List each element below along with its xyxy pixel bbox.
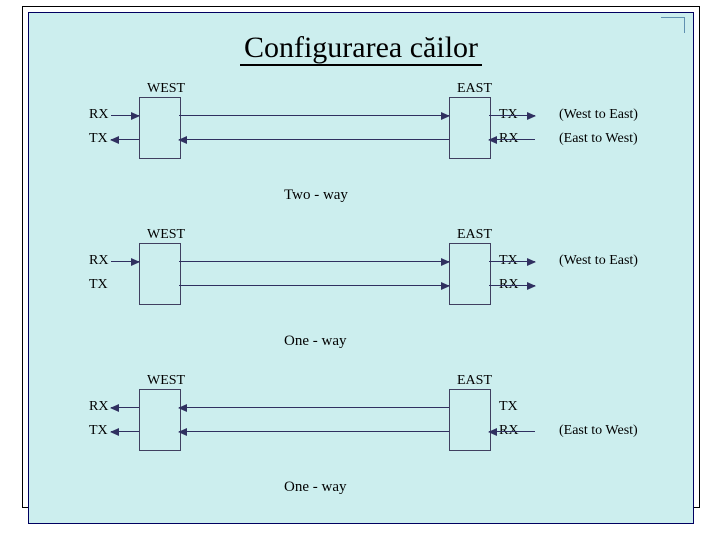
tw-r1-left-stub <box>111 115 139 116</box>
ow1-r2-right-stub <box>489 285 535 286</box>
west-node-3 <box>139 389 181 451</box>
port-left-tx-3: TX <box>89 423 108 439</box>
west-label: WEST <box>147 81 185 97</box>
oneway-we-caption: One - way <box>284 333 346 350</box>
west-label-2: WEST <box>147 227 185 243</box>
ow1-r1-left-stub <box>111 261 139 262</box>
east-node-3 <box>449 389 491 451</box>
oneway-ew-caption: One - way <box>284 479 346 496</box>
section-twoway: WEST EAST RX TX TX RX (West to East) (Ea… <box>29 95 693 215</box>
ow1-r1-right-stub <box>489 261 535 262</box>
ow2-r2-note: (East to West) <box>559 423 638 439</box>
east-node <box>449 97 491 159</box>
ow2-r2-mid <box>179 431 449 432</box>
page-title-text: Configurarea căilor <box>240 31 482 66</box>
ow1-r2-mid <box>179 285 449 286</box>
east-node-2 <box>449 243 491 305</box>
ow2-r1-mid <box>179 407 449 408</box>
ow1-r1-note: (West to East) <box>559 253 638 269</box>
section-oneway-ew: WEST EAST RX TX TX RX (East to West) One… <box>29 387 693 507</box>
twoway-caption: Two - way <box>284 187 348 204</box>
port-right-tx-3: TX <box>499 399 518 415</box>
tw-r2-left-stub <box>111 139 139 140</box>
ow2-r2-right-stub <box>489 431 535 432</box>
tw-r2-note: (East to West) <box>559 131 638 147</box>
ow2-r1-left-stub <box>111 407 139 408</box>
tw-r1-mid <box>179 115 449 116</box>
tw-r1-note: (West to East) <box>559 107 638 123</box>
port-left-tx: TX <box>89 131 108 147</box>
ow2-r2-left-stub <box>111 431 139 432</box>
diagram-panel: Configurarea căilor WEST EAST RX TX TX R… <box>28 12 694 524</box>
page-root: Configurarea căilor WEST EAST RX TX TX R… <box>0 0 720 540</box>
east-label-3: EAST <box>457 373 492 389</box>
page-title: Configurarea căilor <box>29 31 693 65</box>
port-left-rx: RX <box>89 107 108 123</box>
east-label: EAST <box>457 81 492 97</box>
port-left-tx-2: TX <box>89 277 108 293</box>
tw-r1-right-stub <box>489 115 535 116</box>
west-label-3: WEST <box>147 373 185 389</box>
tw-r2-right-stub <box>489 139 535 140</box>
east-label-2: EAST <box>457 227 492 243</box>
west-node-2 <box>139 243 181 305</box>
ow1-r1-mid <box>179 261 449 262</box>
port-left-rx-2: RX <box>89 253 108 269</box>
tw-r2-mid <box>179 139 449 140</box>
section-oneway-we: WEST EAST RX TX TX RX (West to East) One… <box>29 241 693 361</box>
port-left-rx-3: RX <box>89 399 108 415</box>
west-node <box>139 97 181 159</box>
